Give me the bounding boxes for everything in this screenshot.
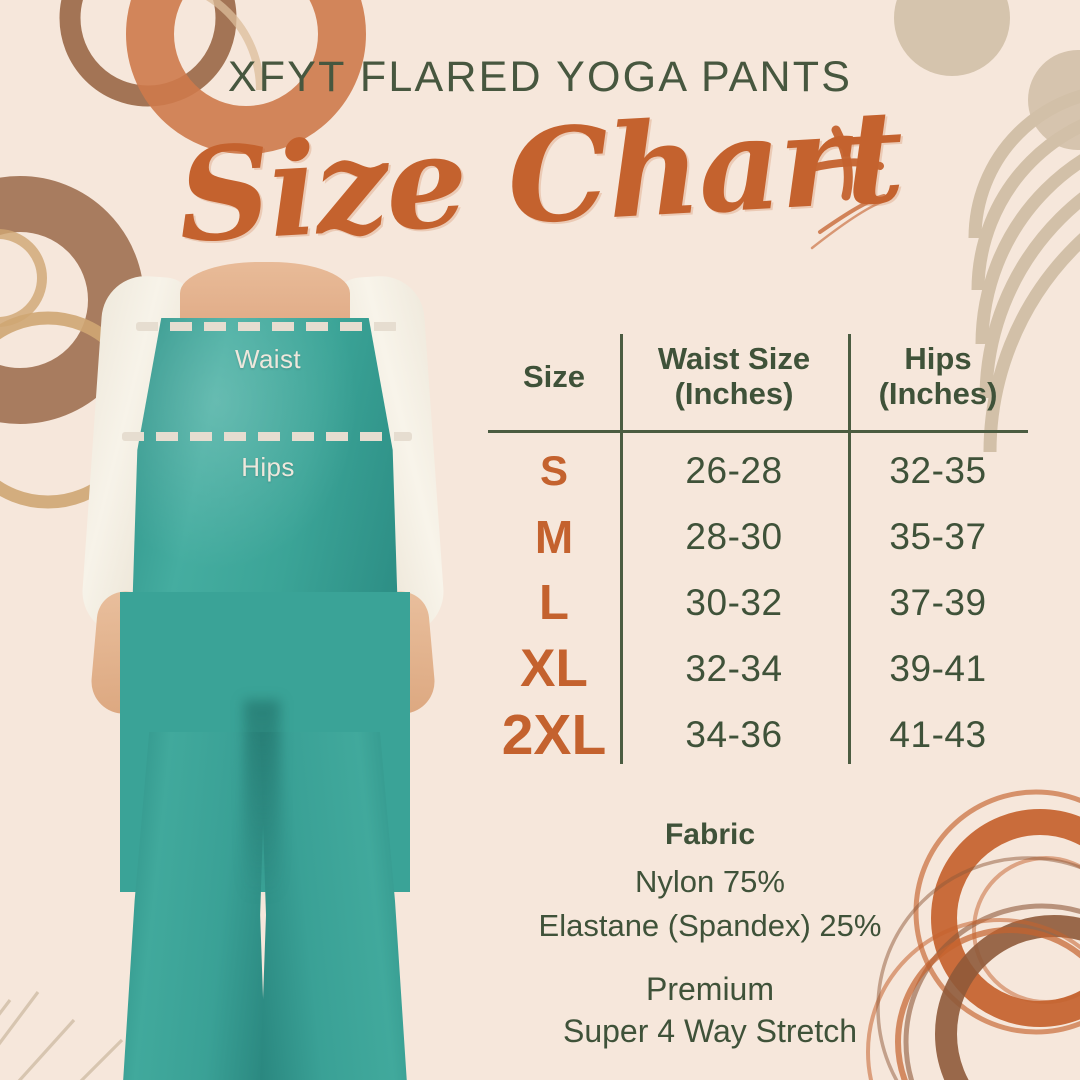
- table-row: S 26-28 32-35: [488, 438, 1028, 504]
- page-title: XFYT FLARED YOGA PANTS: [227, 53, 853, 101]
- column-header-hips-line1: Hips: [904, 341, 972, 376]
- cell-waist: 28-30: [685, 516, 783, 557]
- cell-hips: 39-41: [889, 648, 987, 689]
- column-header-hips-line2: (Inches): [878, 375, 998, 411]
- waist-measurement-dashed-line: [136, 322, 398, 331]
- cell-waist: 26-28: [685, 450, 783, 491]
- cell-size: XL: [520, 639, 588, 698]
- pants-right-leg: [260, 732, 407, 1080]
- cell-hips: 35-37: [889, 516, 987, 557]
- table-divider-vertical-1: [620, 334, 623, 764]
- model-product-photo: Waist Hips: [58, 262, 470, 1080]
- stretch-info-block: Premium Super 4 Way Stretch: [430, 968, 990, 1052]
- size-chart-table: Size Waist Size (Inches) Hips (Inches) S…: [488, 334, 1028, 767]
- pants-left-leg: [122, 732, 266, 1080]
- fabric-composition-elastane: Elastane (Spandex) 25%: [538, 908, 882, 944]
- column-header-size: Size: [522, 359, 586, 394]
- cell-size: L: [539, 576, 569, 630]
- table-row: XL 32-34 39-41: [488, 636, 1028, 702]
- column-header-waist: Waist Size (Inches): [620, 341, 848, 411]
- size-chart-script-title: Size Chart: [174, 81, 906, 273]
- cell-waist: 32-34: [685, 648, 783, 689]
- stretch-description: Super 4 Way Stretch: [562, 1013, 858, 1050]
- pants-center-seam-shadow: [244, 700, 280, 900]
- hips-measurement-label: Hips: [241, 452, 295, 482]
- cell-size: S: [539, 447, 568, 494]
- cell-size: M: [534, 511, 574, 563]
- column-header-hips: Hips (Inches): [848, 341, 1028, 411]
- cell-hips: 32-35: [889, 450, 987, 491]
- fabric-info-block: Fabric Nylon 75% Elastane (Spandex) 25%: [430, 818, 990, 948]
- cell-hips: 37-39: [889, 582, 987, 623]
- column-header-waist-line2: (Inches): [674, 375, 794, 411]
- table-row: L 30-32 37-39: [488, 570, 1028, 636]
- cell-waist: 34-36: [685, 714, 783, 755]
- waist-measurement-label: Waist: [234, 344, 302, 374]
- table-divider-horizontal: [488, 430, 1028, 433]
- fabric-heading: Fabric: [664, 818, 756, 851]
- fabric-composition-nylon: Nylon 75%: [635, 864, 785, 899]
- table-divider-vertical-2: [848, 334, 851, 764]
- table-header-row: Size Waist Size (Inches) Hips (Inches): [488, 334, 1028, 430]
- hips-measurement-dashed-line: [122, 432, 412, 441]
- table-row: M 28-30 35-37: [488, 504, 1028, 570]
- cell-size: 2XL: [501, 703, 607, 767]
- table-row: 2XL 34-36 41-43: [488, 702, 1028, 768]
- column-header-waist-line1: Waist Size: [657, 341, 811, 376]
- pants-waistband: [132, 318, 398, 618]
- cell-waist: 30-32: [685, 582, 783, 623]
- cell-hips: 41-43: [889, 714, 987, 755]
- stretch-premium-label: Premium: [645, 971, 774, 1007]
